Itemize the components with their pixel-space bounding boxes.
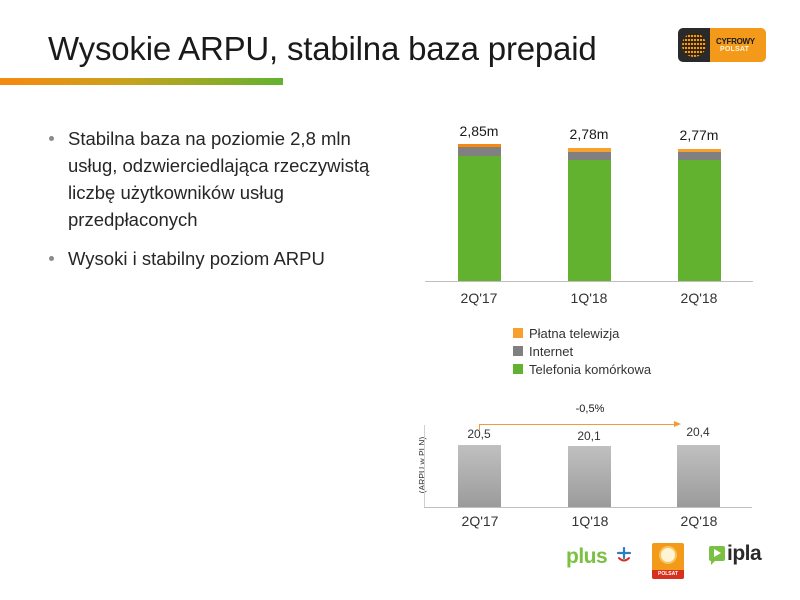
bullet-list: Stabilna baza na poziomie 2,8 mln usług,… (48, 125, 388, 284)
legend-label: Płatna telewizja (529, 325, 620, 341)
bullet-dot-icon (49, 136, 54, 141)
page-title: Wysokie ARPU, stabilna baza prepaid (48, 30, 597, 67)
logo-text-line1: CYFROWY (716, 37, 755, 46)
arpu-bar-2q18 (677, 445, 720, 507)
legend-label: Telefonia komórkowa (529, 361, 652, 377)
y-axis-label: (ARPU w PLN) (417, 436, 427, 494)
globe-icon (682, 33, 706, 57)
logo-text-line2: POLSAT (720, 46, 750, 53)
plus-logo: plus (566, 545, 608, 568)
bullet-text: Stabilna baza na poziomie 2,8 mln usług,… (68, 128, 370, 230)
polsat-logo: POLSAT (652, 543, 684, 579)
bar-segment-telefonia (568, 160, 611, 281)
legend-swatch-icon (513, 328, 523, 338)
ipla-logo: ipla (727, 542, 762, 565)
sun-icon (661, 548, 675, 562)
ipla-play-icon (709, 546, 725, 565)
bullet-dot-icon (49, 256, 54, 261)
change-annotation: -0,5% (575, 403, 605, 415)
legend-item-platna-telewizja: Płatna telewizja (513, 324, 651, 342)
bullet-item: Stabilna baza na poziomie 2,8 mln usług,… (48, 125, 388, 233)
polsat-logo-text: POLSAT (652, 570, 684, 579)
x-tick-label: 2Q'18 (680, 513, 718, 529)
x-tick-label: 1Q'18 (570, 290, 608, 306)
bar-total-label: 2,77m (679, 127, 719, 143)
subscribers-stacked-bar-chart: 2,85m 2Q'17 2,78m 1Q'18 2,77m 2Q'18 (425, 110, 755, 310)
bar-segment-telefonia (458, 156, 501, 281)
legend-item-internet: Internet (513, 342, 651, 360)
bullet-text: Wysoki i stabilny poziom ARPU (68, 248, 325, 269)
globe-icon-box (678, 28, 710, 62)
legend-label: Internet (529, 343, 574, 359)
bar-total-label: 2,78m (569, 126, 609, 142)
bar-segment-internet (458, 147, 501, 156)
x-axis-line (424, 507, 752, 508)
x-tick-label: 1Q'18 (571, 513, 609, 529)
bar-total-label: 2,85m (459, 123, 499, 139)
plus-mark-icon (616, 547, 632, 562)
x-tick-label: 2Q'17 (460, 290, 498, 306)
bar-value-label: 20,4 (686, 425, 710, 439)
x-tick-label: 2Q'17 (461, 513, 499, 529)
bar-value-label: 20,5 (467, 427, 491, 441)
arrow-stem (479, 424, 480, 430)
arpu-bar-2q17 (458, 445, 501, 507)
bar-value-label: 20,1 (577, 429, 601, 443)
arpu-bar-1q18 (568, 446, 611, 507)
y-axis-line (424, 425, 425, 507)
x-tick-label: 2Q'18 (680, 290, 718, 306)
x-axis-line (425, 281, 753, 282)
bar-2q18 (678, 149, 721, 281)
bar-segment-internet (568, 152, 611, 160)
arrow-right-icon (674, 421, 681, 427)
logo-brand-box (710, 28, 766, 62)
bar-segment-platna-telewizja (458, 144, 501, 147)
arrow-line (479, 424, 675, 425)
bar-segment-platna-telewizja (568, 148, 611, 152)
bar-2q17 (458, 144, 501, 281)
cyfrowy-polsat-logo: CYFROWY POLSAT (678, 28, 766, 62)
title-accent-bar (0, 78, 283, 85)
bar-1q18 (568, 148, 611, 281)
legend-item-telefonia: Telefonia komórkowa (513, 360, 651, 378)
arpu-bar-chart: (ARPU w PLN) -0,5% 20,5 2Q'17 20,1 1Q'18… (400, 395, 755, 535)
bullet-item: Wysoki i stabilny poziom ARPU (48, 245, 388, 272)
bar-segment-internet (678, 152, 721, 160)
chart-legend: Płatna telewizja Internet Telefonia komó… (513, 324, 651, 378)
bar-segment-telefonia (678, 160, 721, 281)
legend-swatch-icon (513, 346, 523, 356)
bar-segment-platna-telewizja (678, 149, 721, 152)
legend-swatch-icon (513, 364, 523, 374)
